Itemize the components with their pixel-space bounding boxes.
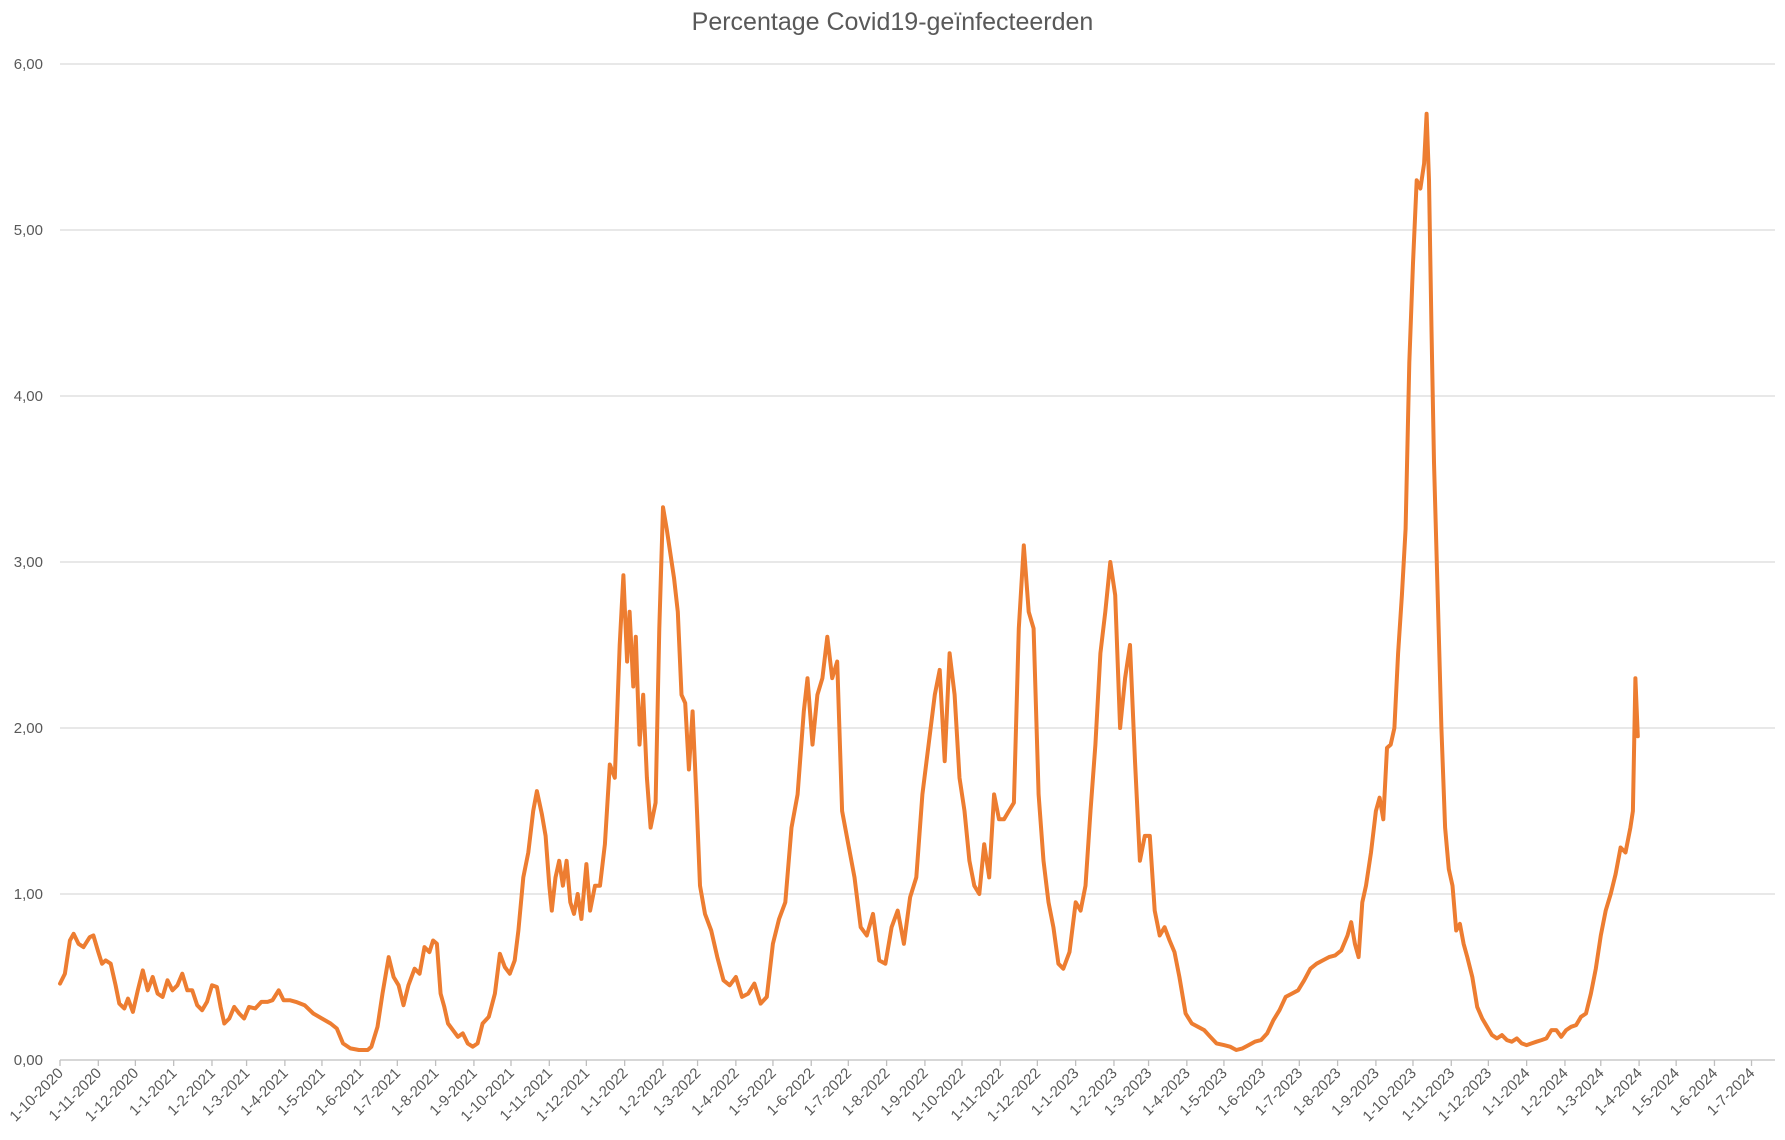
y-tick-label: 6,00 <box>14 56 43 73</box>
y-tick-label: 1,00 <box>14 886 43 903</box>
chart-title: Percentage Covid19-geïnfecteerden <box>691 8 1094 36</box>
y-tick-label: 5,00 <box>14 222 43 239</box>
x-axis-ticks: 1-10-20201-11-20201-12-20201-1-20211-2-2… <box>6 1060 1758 1125</box>
series-line <box>58 111 1640 1052</box>
series-layer <box>58 111 1640 1052</box>
y-tick-label: 4,00 <box>14 388 43 405</box>
y-tick-label: 0,00 <box>14 1052 43 1069</box>
y-tick-label: 2,00 <box>14 720 43 737</box>
grid-lines <box>60 63 1775 1061</box>
y-axis-ticks: 0,00 1,00 2,00 3,00 4,00 5,00 6,00 <box>14 56 43 1069</box>
y-tick-label: 3,00 <box>14 554 43 571</box>
